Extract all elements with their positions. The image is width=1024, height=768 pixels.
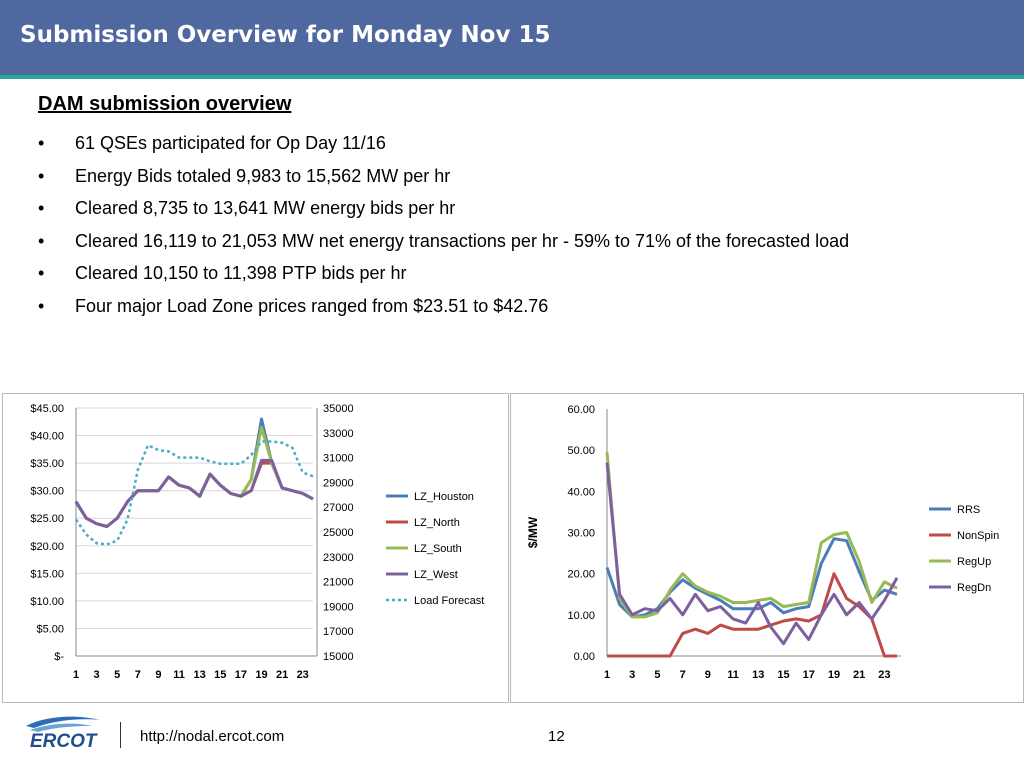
y-tick-label: $-: [54, 651, 64, 663]
y2-tick-label: 21000: [323, 577, 354, 589]
header-accent-line: [0, 75, 1024, 79]
y2-tick-label: 19000: [323, 601, 354, 613]
legend-label: RegDn: [957, 582, 991, 594]
footer-url[interactable]: http://nodal.ercot.com: [140, 728, 285, 745]
y2-tick-label: 33000: [323, 428, 354, 440]
x-tick-label: 15: [214, 669, 226, 681]
x-tick-label: 5: [654, 669, 660, 681]
legend-label: RRS: [957, 504, 980, 516]
series-line-regup: [605, 452, 898, 619]
slide-title: Submission Overview for Monday Nov 15: [20, 22, 551, 48]
x-tick-label: 11: [173, 669, 185, 681]
y2-tick-label: 15000: [323, 651, 354, 663]
x-tick-label: 13: [752, 669, 764, 681]
bullet-text: Cleared 10,150 to 11,398 PTP bids per hr: [75, 263, 407, 283]
x-tick-label: 7: [135, 669, 141, 681]
legend-label: LZ_North: [414, 517, 460, 529]
bullet-text: Cleared 8,735 to 13,641 MW energy bids p…: [75, 198, 456, 218]
legend-label: Load Forecast: [414, 595, 484, 607]
x-tick-label: 13: [194, 669, 206, 681]
y-tick-label: $15.00: [30, 568, 64, 580]
bullet-dot: •: [38, 165, 45, 186]
y-tick-label: $5.00: [36, 623, 64, 635]
legend-label: LZ_West: [414, 569, 458, 581]
x-tick-label: 5: [114, 669, 120, 681]
bullet-item: • Four major Load Zone prices ranged from…: [38, 293, 938, 320]
y-tick-label: 10.00: [567, 610, 595, 622]
y2-tick-label: 17000: [323, 626, 354, 638]
y-tick-label: $10.00: [30, 596, 64, 608]
bullet-list: • 61 QSEs participated for Op Day 11/16 •…: [38, 130, 938, 325]
x-tick-label: 3: [94, 669, 100, 681]
y2-tick-label: 23000: [323, 552, 354, 564]
y-tick-label: 0.00: [574, 651, 595, 663]
x-tick-label: 15: [777, 669, 789, 681]
x-tick-label: 17: [235, 669, 247, 681]
x-tick-label: 7: [680, 669, 686, 681]
bullet-item: • Cleared 10,150 to 11,398 PTP bids per h…: [38, 260, 938, 287]
y-tick-label: $20.00: [30, 541, 64, 553]
x-tick-label: 19: [255, 669, 267, 681]
x-tick-label: 17: [803, 669, 815, 681]
y-tick-label: $35.00: [30, 458, 64, 470]
bullet-text: Cleared 16,119 to 21,053 MW net energy t…: [75, 230, 850, 251]
bullet-dot: •: [38, 133, 45, 153]
series-line-lz-west: [74, 458, 314, 528]
footer-separator: [120, 722, 121, 748]
y2-tick-label: 29000: [323, 477, 354, 489]
y-tick-label: $25.00: [30, 513, 64, 525]
bullet-item: • Cleared 16,119 to 21,053 MW net energy …: [38, 228, 938, 255]
x-tick-label: 21: [276, 669, 288, 681]
x-tick-label: 1: [604, 669, 610, 681]
x-tick-label: 21: [853, 669, 865, 681]
bullet-dot: •: [38, 295, 45, 316]
x-tick-label: 23: [878, 669, 890, 681]
legend-label: LZ_South: [414, 543, 462, 555]
y2-tick-label: 27000: [323, 502, 354, 514]
price-chart: $45.00 $40.00 $35.00 $30.00 $25.00 $20.00 $15.…: [30, 403, 484, 681]
y2-tick-label: 25000: [323, 527, 354, 539]
y-axis-label: $/MW: [526, 516, 540, 548]
x-tick-label: 11: [727, 669, 739, 681]
bullet-dot: •: [38, 230, 45, 251]
bullet-dot: •: [38, 198, 45, 218]
x-tick-label: 9: [705, 669, 711, 681]
x-tick-label: 9: [155, 669, 161, 681]
y-tick-label: 20.00: [567, 569, 595, 581]
y-tick-label: 30.00: [567, 528, 595, 540]
y-tick-label: $30.00: [30, 486, 64, 498]
y2-tick-label: 31000: [323, 453, 354, 465]
series-line-nonspin: [607, 572, 897, 658]
bullet-dot: •: [38, 263, 45, 283]
y-tick-label: 50.00: [567, 445, 595, 457]
page-number: 12: [548, 728, 565, 745]
bullet-item: • Cleared 8,735 to 13,641 MW energy bids …: [38, 195, 938, 222]
logo-text: ERCOT: [30, 731, 98, 752]
ercot-logo: ERCOT: [20, 714, 110, 757]
bullet-text: Energy Bids totaled 9,983 to 15,562 MW p…: [75, 165, 451, 186]
series-line-regdn: [605, 462, 899, 646]
bullet-text: Four major Load Zone prices ranged from …: [75, 295, 549, 316]
x-tick-label: 3: [629, 669, 635, 681]
bullet-item: • Energy Bids totaled 9,983 to 15,562 MW …: [38, 163, 938, 190]
x-tick-label: 19: [828, 669, 840, 681]
legend-label: RegUp: [957, 556, 991, 568]
as-price-chart-panel: 60.00 50.00 40.00 30.00 20.00 10.00 0.00 1 3 5 7 9 1…: [510, 393, 1024, 703]
y2-tick-label: 35000: [323, 403, 354, 415]
x-tick-label: 23: [297, 669, 309, 681]
slide-header: [0, 0, 1024, 75]
y-tick-label: 40.00: [567, 486, 595, 498]
price-chart-panel: $45.00 $40.00 $35.00 $30.00 $25.00 $20.00 $15.…: [2, 393, 509, 703]
bullet-item: • 61 QSEs participated for Op Day 11/16: [38, 130, 938, 157]
y-tick-label: $40.00: [30, 431, 64, 443]
legend-label: NonSpin: [957, 530, 999, 542]
section-heading: DAM submission overview: [38, 93, 292, 115]
legend-label: LZ_Houston: [414, 491, 474, 503]
y-tick-label: $45.00: [30, 403, 64, 415]
bullet-text: 61 QSEs participated for Op Day 11/16: [75, 133, 386, 153]
x-tick-label: 1: [73, 669, 79, 681]
y-tick-label: 60.00: [567, 404, 595, 416]
